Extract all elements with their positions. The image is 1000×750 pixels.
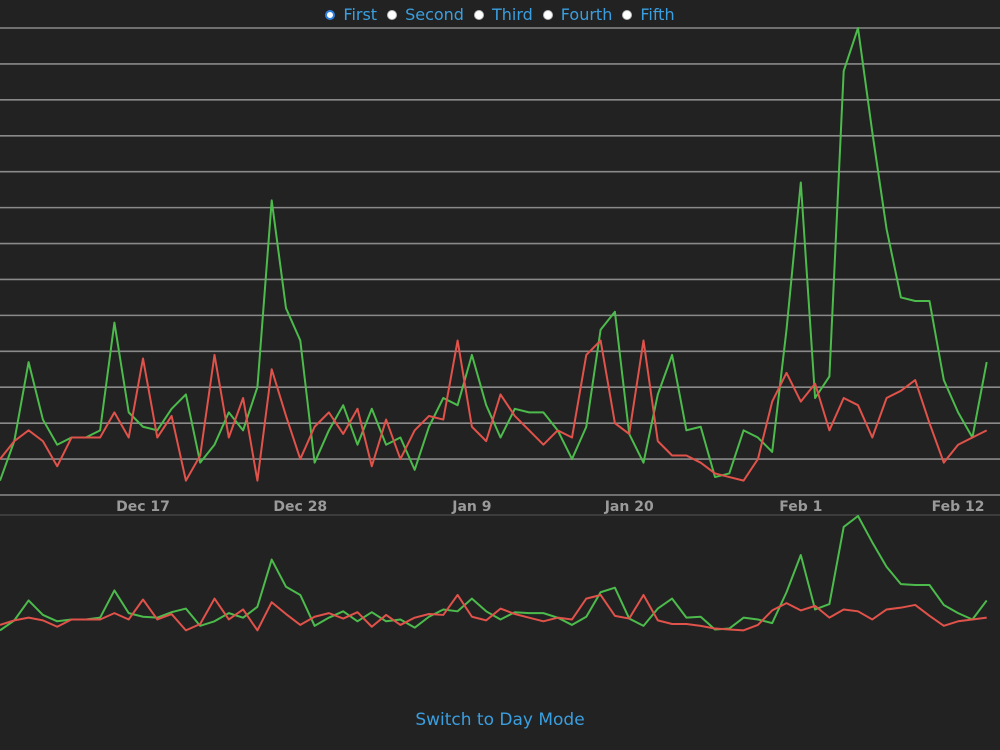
- radio-label-third[interactable]: Third: [491, 5, 533, 24]
- radio-label-fourth[interactable]: Fourth: [560, 5, 613, 24]
- x-tick-label: Feb 12: [932, 499, 985, 515]
- radio-label-first[interactable]: First: [343, 5, 378, 24]
- radio-option-third[interactable]: Third: [473, 5, 533, 24]
- x-tick-label: Jan 20: [604, 499, 654, 515]
- radio-button-icon[interactable]: [473, 9, 484, 20]
- radio-option-first[interactable]: First: [325, 5, 377, 24]
- radio-button-icon[interactable]: [622, 9, 633, 20]
- radio-option-fifth[interactable]: Fifth: [622, 5, 675, 24]
- radio-label-fifth[interactable]: Fifth: [640, 5, 675, 24]
- line-chart[interactable]: Dec 17 Dec 28 Jan 9 Jan 20 Feb 1 Feb 12: [0, 0, 1000, 690]
- x-tick-label: Dec 17: [116, 499, 170, 515]
- radio-button-checked-icon[interactable]: [325, 9, 336, 20]
- radio-option-fourth[interactable]: Fourth: [542, 5, 613, 24]
- radio-button-icon[interactable]: [542, 9, 553, 20]
- series-selector: First Second Third Fourth Fifth: [0, 5, 1000, 24]
- radio-option-second[interactable]: Second: [387, 5, 464, 24]
- x-tick-label: Dec 28: [273, 499, 327, 515]
- navigator-series-line-2: [0, 593, 987, 632]
- series-line-2: [0, 339, 988, 482]
- x-tick-label: Feb 1: [779, 499, 822, 515]
- x-tick-label: Jan 9: [451, 499, 491, 515]
- radio-label-second[interactable]: Second: [405, 5, 464, 24]
- switch-day-mode-link[interactable]: Switch to Day Mode: [415, 710, 585, 730]
- radio-button-icon[interactable]: [387, 9, 398, 20]
- series-line-1: [0, 27, 988, 481]
